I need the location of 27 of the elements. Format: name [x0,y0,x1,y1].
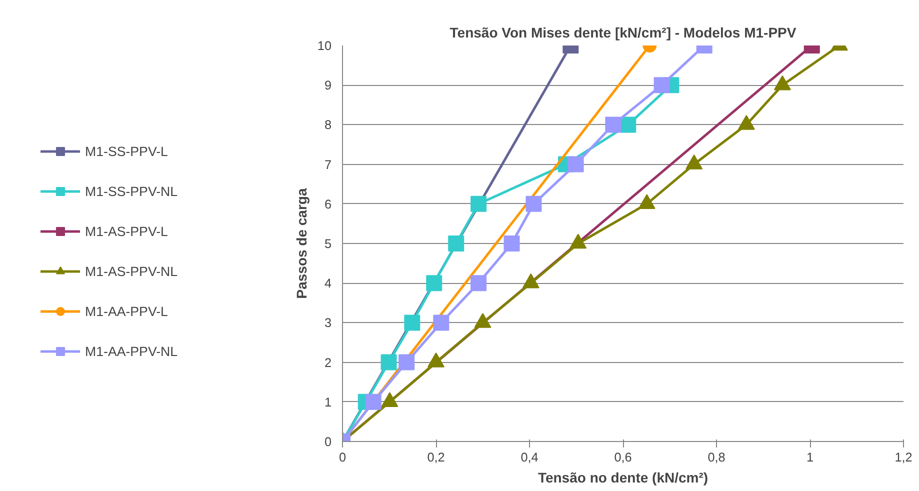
x-axis-title: Tensão no dente (kN/cm²) [538,470,708,486]
legend-label: M1-AA-PPV-NL [85,344,178,358]
y-tick-label: 10 [317,39,332,53]
y-tick-label: 1 [324,395,332,410]
y-tick-label: 4 [324,276,332,291]
y-tick-label: 5 [324,237,332,251]
legend-label: M1-SS-PPV-NL [85,184,178,198]
y-axis-title: Passos de carga [293,188,310,299]
y-tick-label: 2 [324,356,332,370]
legend-label: M1-SS-PPV-L [85,144,168,158]
y-tick-label: 3 [324,316,332,330]
legend-label: M1-AS-PPV-NL [85,264,178,278]
y-tick-label: 8 [324,118,332,132]
legend-label: M1-AA-PPV-L [85,304,168,318]
x-tick-label: 1,2 [894,450,912,464]
y-tick-label: 0 [324,435,332,449]
x-tick-label: 0 [338,450,346,464]
chart-title: Tensão Von Mises dente [kN/cm²] - Modelos M1-PPV [450,24,797,40]
x-tick-label: 0,4 [520,450,538,464]
y-tick-label: 6 [324,197,332,212]
x-tick-label: 0,6 [614,450,632,464]
y-tick-label: 7 [324,158,332,172]
x-tick-label: 1 [806,450,814,464]
legend-label: M1-AS-PPV-L [85,224,168,238]
y-tick-label: 9 [324,78,332,93]
x-tick-label: 0,8 [708,450,726,464]
x-tick-label: 0,2 [427,450,445,464]
